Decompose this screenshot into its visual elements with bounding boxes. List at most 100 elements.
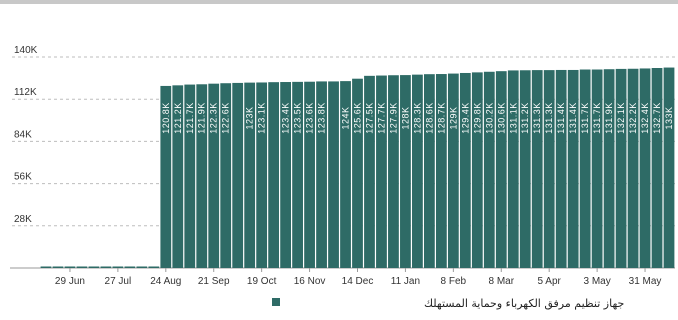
bar-data-label: 131.3K	[544, 102, 554, 134]
bar[interactable]	[40, 266, 52, 268]
bar[interactable]	[543, 70, 555, 268]
x-tick-label: 21 Sep	[198, 276, 230, 287]
y-axis: 28K 56K 84K 112K 140K	[14, 45, 38, 225]
bar[interactable]	[172, 85, 184, 268]
bar-data-label: 123.5K	[293, 102, 303, 134]
bar[interactable]	[256, 82, 268, 269]
bar[interactable]	[100, 266, 112, 268]
bar[interactable]	[507, 70, 519, 268]
bar[interactable]	[124, 266, 136, 268]
bar-data-label: 132.2K	[628, 102, 638, 134]
y-tick-label: 56K	[14, 172, 32, 183]
bar[interactable]	[136, 266, 148, 268]
bar[interactable]	[376, 75, 387, 268]
bar[interactable]	[220, 83, 232, 268]
x-tick-label: 31 May	[629, 276, 662, 287]
x-tick-label: 14 Dec	[342, 276, 374, 287]
bar-data-label: 131.4K	[556, 102, 566, 134]
bar[interactable]	[340, 81, 351, 268]
bar-data-label: 128.7K	[436, 102, 446, 134]
bar[interactable]	[483, 71, 495, 269]
bar[interactable]	[232, 82, 244, 269]
x-tick-label: 3 May	[584, 276, 611, 287]
bar-data-label: 122.3K	[209, 102, 219, 134]
bar[interactable]	[567, 69, 579, 268]
bar[interactable]	[268, 82, 280, 269]
bar[interactable]	[531, 70, 543, 268]
bar[interactable]	[292, 81, 303, 268]
bar[interactable]	[208, 83, 220, 269]
bar-data-label: 131.9K	[604, 102, 614, 134]
bar-data-label: 123.1K	[257, 102, 267, 134]
bar-data-label: 131.7K	[592, 102, 602, 134]
bar[interactable]	[52, 266, 64, 268]
bar[interactable]	[591, 69, 603, 269]
bar[interactable]	[364, 75, 375, 268]
bar[interactable]	[148, 266, 160, 268]
bar-data-label: 132.1K	[616, 102, 626, 134]
x-tick-label: 8 Mar	[488, 276, 514, 287]
legend[interactable]: جهاز تنظيم مرفق الكهرباء وحماية المستهلك	[272, 297, 624, 311]
bar-data-label: 128.6K	[424, 102, 434, 134]
bar[interactable]	[400, 75, 411, 268]
bar[interactable]	[555, 69, 567, 268]
bar-data-label: 127.5K	[364, 102, 374, 134]
bar-data-label: 121.2K	[173, 102, 183, 134]
bar-data-label: 127.7K	[376, 102, 386, 134]
bar[interactable]	[244, 82, 256, 268]
bar[interactable]	[627, 68, 639, 269]
x-tick-label: 16 Nov	[294, 276, 326, 287]
bar[interactable]	[495, 71, 507, 268]
x-tick-label: 11 Jan	[391, 276, 420, 287]
bar[interactable]	[603, 69, 615, 268]
bar[interactable]	[423, 74, 435, 268]
bar-data-label: 131.2K	[520, 102, 530, 134]
legend-label: جهاز تنظيم مرفق الكهرباء وحماية المستهلك	[424, 297, 624, 311]
bar[interactable]	[112, 266, 124, 268]
bar[interactable]	[435, 74, 447, 268]
bar[interactable]	[519, 70, 531, 269]
bar[interactable]	[196, 84, 208, 268]
bar-data-label: 122.6K	[221, 102, 231, 134]
bar[interactable]	[64, 266, 76, 268]
x-tick-label: 27 Jul	[105, 276, 132, 287]
bar-data-label: 133K	[664, 106, 674, 129]
legend-swatch	[272, 298, 280, 306]
bar[interactable]	[459, 72, 471, 269]
bar[interactable]	[412, 74, 423, 268]
bar-data-label: 121.7K	[185, 102, 195, 134]
bar[interactable]	[280, 82, 292, 268]
bar[interactable]	[388, 75, 399, 269]
bar-data-label: 130.6K	[496, 102, 506, 134]
bar[interactable]	[316, 81, 327, 268]
bar-data-label: 131.3K	[532, 102, 542, 134]
bar-data-label: 128.3K	[412, 102, 422, 134]
bar[interactable]	[471, 72, 483, 268]
bar[interactable]	[160, 85, 172, 269]
bar[interactable]	[76, 266, 88, 268]
bar[interactable]	[88, 266, 100, 268]
y-tick-label: 28K	[14, 214, 32, 225]
bar[interactable]	[615, 68, 627, 268]
bar[interactable]	[651, 68, 663, 269]
x-tick-label: 8 Feb	[441, 276, 467, 287]
bar[interactable]	[352, 78, 363, 269]
bar-labels: 120.8K 121.2K 121.7K 121.9K 122.3K 122.6K 123K…	[161, 102, 674, 134]
bar[interactable]	[579, 69, 591, 269]
bar[interactable]	[447, 73, 459, 268]
bar-data-label: 129.4K	[460, 102, 470, 134]
bars	[40, 67, 675, 269]
bar[interactable]	[639, 68, 651, 268]
top-border	[0, 0, 678, 4]
bar-data-label: 131.1K	[508, 102, 518, 134]
x-tick-label: 5 Apr	[538, 276, 562, 287]
bar[interactable]	[184, 84, 196, 268]
y-tick-label: 112K	[14, 87, 37, 98]
bar[interactable]	[304, 81, 315, 269]
bar[interactable]	[663, 67, 675, 268]
bar[interactable]	[328, 81, 339, 268]
bar-data-label: 129K	[448, 106, 458, 129]
bar-data-label: 131.4K	[568, 102, 578, 134]
